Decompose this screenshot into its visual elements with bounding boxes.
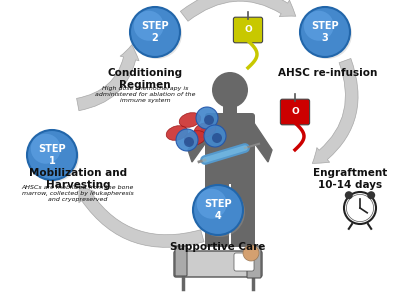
FancyBboxPatch shape bbox=[247, 246, 261, 278]
FancyBboxPatch shape bbox=[223, 105, 237, 117]
Text: Mobilization and
Harvesting: Mobilization and Harvesting bbox=[29, 168, 127, 190]
Text: O: O bbox=[291, 107, 299, 117]
Circle shape bbox=[31, 134, 61, 164]
Text: AHSC re-infusion: AHSC re-infusion bbox=[278, 68, 378, 78]
Text: STEP
1: STEP 1 bbox=[38, 144, 66, 166]
Circle shape bbox=[27, 130, 77, 180]
Circle shape bbox=[29, 132, 79, 182]
Circle shape bbox=[212, 72, 248, 108]
FancyArrowPatch shape bbox=[79, 185, 204, 247]
Circle shape bbox=[134, 11, 164, 41]
FancyBboxPatch shape bbox=[205, 176, 229, 247]
Text: Engraftment
10-14 days: Engraftment 10-14 days bbox=[313, 168, 387, 190]
Circle shape bbox=[367, 191, 375, 199]
Circle shape bbox=[197, 189, 227, 219]
Circle shape bbox=[132, 9, 182, 59]
Circle shape bbox=[130, 7, 180, 57]
FancyBboxPatch shape bbox=[174, 251, 262, 277]
Text: AHSCs are mobilized from the bone
marrow, collected by leukapheresis
and cryopre: AHSCs are mobilized from the bone marrow… bbox=[22, 185, 134, 202]
Ellipse shape bbox=[179, 113, 201, 127]
Circle shape bbox=[344, 192, 376, 224]
FancyArrowPatch shape bbox=[76, 45, 139, 111]
Text: O: O bbox=[244, 25, 252, 34]
Circle shape bbox=[304, 11, 334, 41]
Polygon shape bbox=[188, 120, 212, 162]
Ellipse shape bbox=[184, 131, 206, 145]
Text: STEP
2: STEP 2 bbox=[141, 21, 169, 43]
Text: High dose chemotherapy is
administered for ablation of the
immune system: High dose chemotherapy is administered f… bbox=[95, 86, 195, 103]
FancyBboxPatch shape bbox=[280, 99, 310, 125]
FancyBboxPatch shape bbox=[234, 253, 254, 271]
Circle shape bbox=[195, 187, 245, 237]
Circle shape bbox=[196, 107, 218, 129]
Text: STEP
3: STEP 3 bbox=[311, 21, 339, 43]
FancyArrowPatch shape bbox=[180, 0, 296, 21]
Circle shape bbox=[204, 125, 226, 147]
Polygon shape bbox=[248, 120, 272, 162]
Text: Conditioning
Regimen: Conditioning Regimen bbox=[108, 68, 182, 91]
Ellipse shape bbox=[166, 126, 188, 140]
Circle shape bbox=[302, 9, 352, 59]
Circle shape bbox=[212, 133, 222, 143]
Circle shape bbox=[193, 185, 243, 235]
Circle shape bbox=[243, 245, 259, 261]
Circle shape bbox=[176, 129, 198, 151]
Ellipse shape bbox=[194, 123, 216, 137]
FancyBboxPatch shape bbox=[205, 113, 255, 184]
FancyBboxPatch shape bbox=[175, 246, 187, 276]
Text: STEP
4: STEP 4 bbox=[204, 199, 232, 221]
FancyBboxPatch shape bbox=[231, 176, 255, 247]
FancyArrowPatch shape bbox=[312, 58, 358, 164]
Circle shape bbox=[345, 191, 353, 199]
Text: Supportive Care: Supportive Care bbox=[170, 242, 266, 252]
Circle shape bbox=[300, 7, 350, 57]
Circle shape bbox=[184, 137, 194, 147]
FancyBboxPatch shape bbox=[234, 17, 263, 43]
Circle shape bbox=[204, 115, 214, 125]
